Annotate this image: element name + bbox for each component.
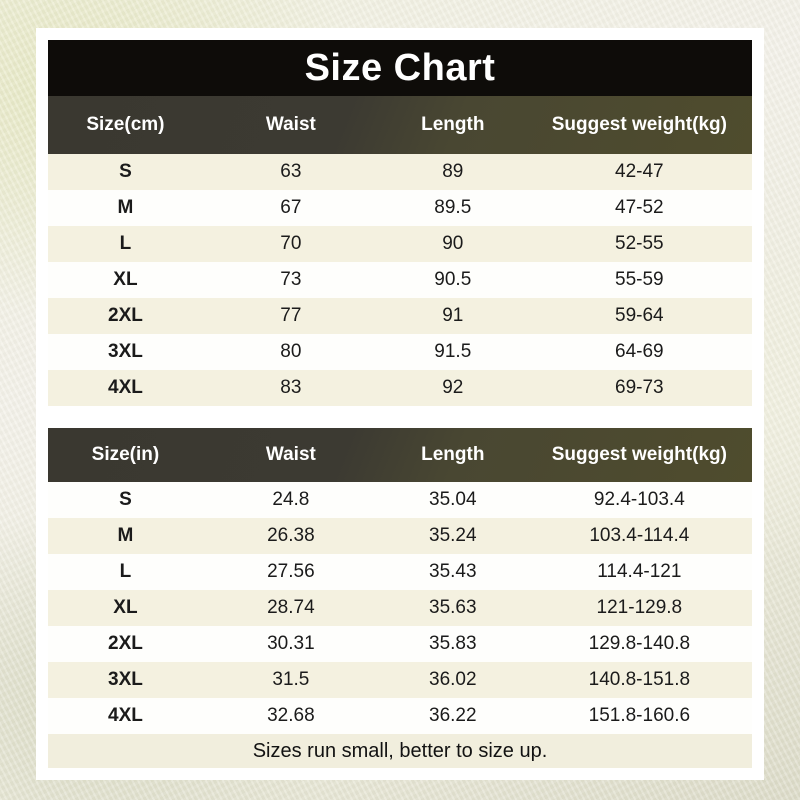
cell-waist: 26.38 xyxy=(267,525,315,546)
cell-size: S xyxy=(119,161,132,182)
cell-length: 90 xyxy=(442,233,464,254)
cell-waist: 77 xyxy=(280,305,302,326)
table-row: 4XL 32.68 36.22 151.8-160.6 xyxy=(48,698,752,734)
cell-weight: 42-47 xyxy=(615,161,664,182)
cell-waist: 73 xyxy=(280,269,302,290)
table-row: S 24.8 35.04 92.4-103.4 xyxy=(48,482,752,518)
cell-size: 2XL xyxy=(108,305,143,326)
table-gap xyxy=(48,406,752,428)
cell-length: 89 xyxy=(442,161,464,182)
table-row: XL 73 90.5 55-59 xyxy=(48,262,752,298)
cell-length: 35.43 xyxy=(429,561,477,582)
cell-length: 90.5 xyxy=(434,269,472,290)
cell-weight: 69-73 xyxy=(615,377,664,398)
table-in: Size(in) Waist Length Suggest weight(kg)… xyxy=(48,428,752,734)
cell-size: XL xyxy=(113,269,138,290)
cell-weight: 64-69 xyxy=(615,341,664,362)
cell-length: 35.83 xyxy=(429,633,477,654)
cell-length: 35.04 xyxy=(429,489,477,510)
header-cell-length: Length xyxy=(421,444,485,465)
table-cm-header-row: Size(cm) Waist Length Suggest weight(kg) xyxy=(48,96,752,154)
cell-weight: 52-55 xyxy=(615,233,664,254)
table-row: L 27.56 35.43 114.4-121 xyxy=(48,554,752,590)
cell-length: 35.24 xyxy=(429,525,477,546)
table-cm: Size(cm) Waist Length Suggest weight(kg)… xyxy=(48,96,752,406)
cell-size: 3XL xyxy=(108,341,143,362)
cell-size: S xyxy=(119,489,132,510)
cell-waist: 27.56 xyxy=(267,561,315,582)
table-in-header-row: Size(in) Waist Length Suggest weight(kg) xyxy=(48,428,752,482)
title-bar: Size Chart xyxy=(48,40,752,96)
cell-waist: 83 xyxy=(280,377,302,398)
header-cell-weight: Suggest weight(kg) xyxy=(551,114,727,135)
footer-note: Sizes run small, better to size up. xyxy=(48,734,752,768)
cell-length: 36.22 xyxy=(429,705,477,726)
cell-size: 4XL xyxy=(108,377,143,398)
cell-waist: 28.74 xyxy=(267,597,315,618)
cell-waist: 30.31 xyxy=(267,633,315,654)
header-cell-size-cm: Size(cm) xyxy=(86,114,165,135)
cell-weight: 55-59 xyxy=(615,269,664,290)
cell-waist: 63 xyxy=(280,161,302,182)
cell-waist: 70 xyxy=(280,233,302,254)
cell-length: 35.63 xyxy=(429,597,477,618)
page-title: Size Chart xyxy=(304,46,496,89)
table-row: 3XL 80 91.5 64-69 xyxy=(48,334,752,370)
header-cell-waist: Waist xyxy=(265,444,316,465)
cell-size: 3XL xyxy=(108,669,143,690)
table-row: M 67 89.5 47-52 xyxy=(48,190,752,226)
cell-weight: 92.4-103.4 xyxy=(593,489,685,510)
cell-weight: 47-52 xyxy=(615,197,664,218)
cell-size: XL xyxy=(113,597,138,618)
cell-length: 91 xyxy=(442,305,464,326)
cell-waist: 31.5 xyxy=(272,669,310,690)
table-row: 4XL 83 92 69-73 xyxy=(48,370,752,406)
size-chart-panel: Size Chart Size(cm) Waist Length Suggest… xyxy=(36,28,764,780)
footer-note-text: Sizes run small, better to size up. xyxy=(252,739,548,762)
cell-weight: 103.4-114.4 xyxy=(589,525,690,546)
cell-size: L xyxy=(119,561,132,582)
header-cell-size-in: Size(in) xyxy=(91,444,160,465)
header-cell-weight: Suggest weight(kg) xyxy=(551,444,727,465)
cell-length: 89.5 xyxy=(434,197,472,218)
cell-weight: 129.8-140.8 xyxy=(588,633,691,654)
cell-weight: 114.4-121 xyxy=(597,561,682,582)
cell-size: L xyxy=(119,233,132,254)
cell-length: 36.02 xyxy=(429,669,477,690)
cell-waist: 67 xyxy=(280,197,302,218)
table-row: 2XL 77 91 59-64 xyxy=(48,298,752,334)
table-row: M 26.38 35.24 103.4-114.4 xyxy=(48,518,752,554)
cell-weight: 121-129.8 xyxy=(596,597,683,618)
cell-waist: 80 xyxy=(280,341,302,362)
header-cell-length: Length xyxy=(421,114,485,135)
cell-waist: 32.68 xyxy=(267,705,315,726)
cell-length: 92 xyxy=(442,377,464,398)
cell-weight: 151.8-160.6 xyxy=(588,705,691,726)
table-row: 2XL 30.31 35.83 129.8-140.8 xyxy=(48,626,752,662)
table-row: 3XL 31.5 36.02 140.8-151.8 xyxy=(48,662,752,698)
cell-size: M xyxy=(117,525,134,546)
cell-length: 91.5 xyxy=(434,341,472,362)
table-row: L 70 90 52-55 xyxy=(48,226,752,262)
cell-size: 2XL xyxy=(108,633,143,654)
cell-weight: 59-64 xyxy=(615,305,664,326)
cell-waist: 24.8 xyxy=(272,489,310,510)
table-row: XL 28.74 35.63 121-129.8 xyxy=(48,590,752,626)
cell-size: 4XL xyxy=(108,705,143,726)
cell-size: M xyxy=(117,197,134,218)
cell-weight: 140.8-151.8 xyxy=(588,669,691,690)
table-row: S 63 89 42-47 xyxy=(48,154,752,190)
header-cell-waist: Waist xyxy=(265,114,316,135)
